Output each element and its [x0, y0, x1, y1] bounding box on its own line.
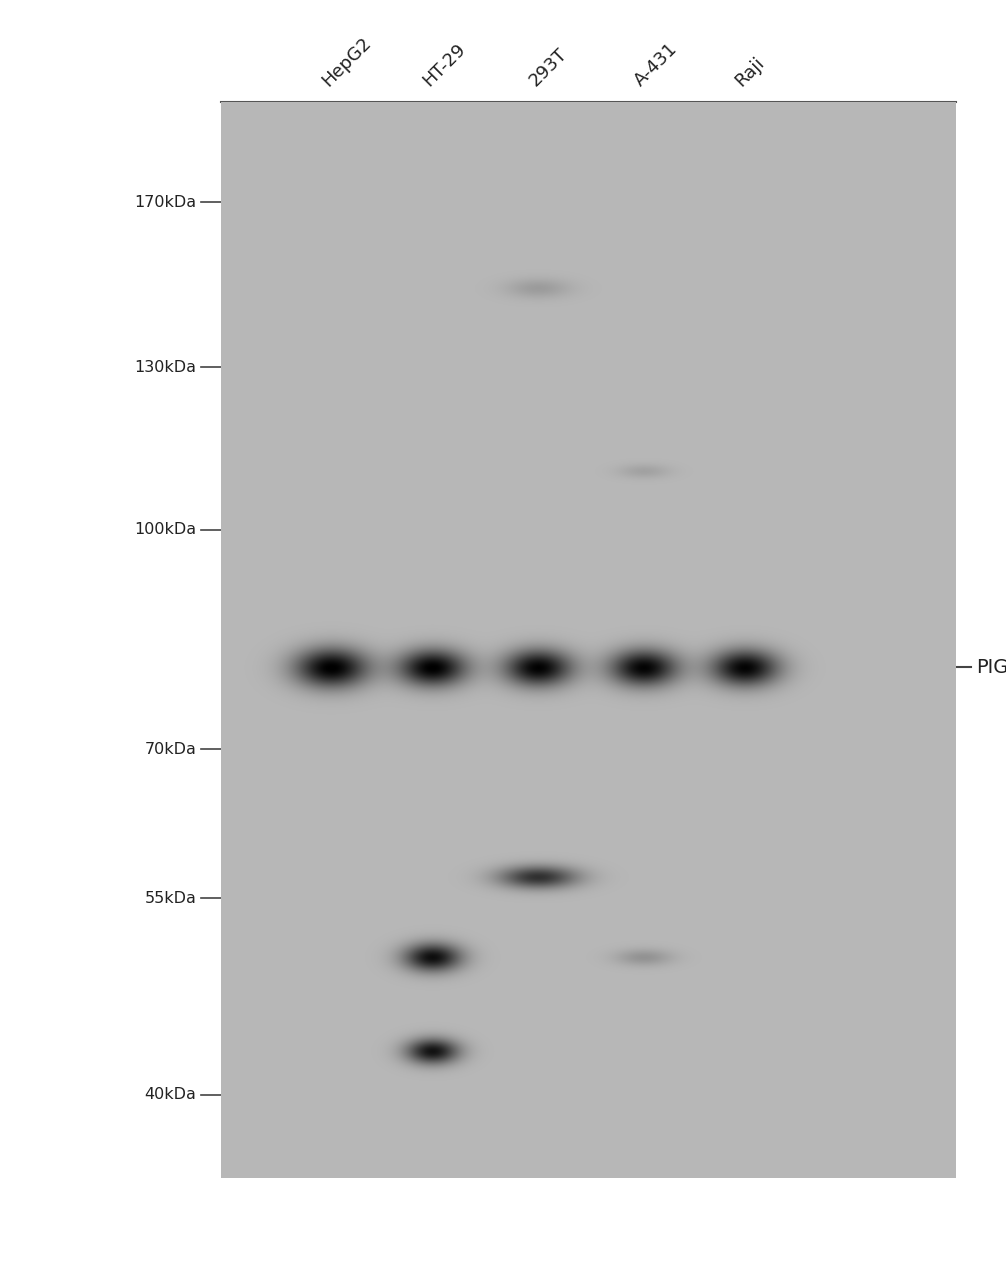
- Text: Raji: Raji: [731, 54, 769, 90]
- Text: HepG2: HepG2: [319, 33, 375, 90]
- Text: HT-29: HT-29: [420, 40, 470, 90]
- Text: A-431: A-431: [631, 40, 681, 90]
- Text: 40kDa: 40kDa: [144, 1087, 196, 1102]
- Text: 100kDa: 100kDa: [134, 522, 196, 538]
- Text: 130kDa: 130kDa: [134, 360, 196, 375]
- Text: 70kDa: 70kDa: [144, 742, 196, 756]
- Text: 170kDa: 170kDa: [134, 195, 196, 210]
- Text: 293T: 293T: [525, 45, 570, 90]
- Text: PIGR: PIGR: [976, 658, 1006, 677]
- Text: 55kDa: 55kDa: [144, 891, 196, 905]
